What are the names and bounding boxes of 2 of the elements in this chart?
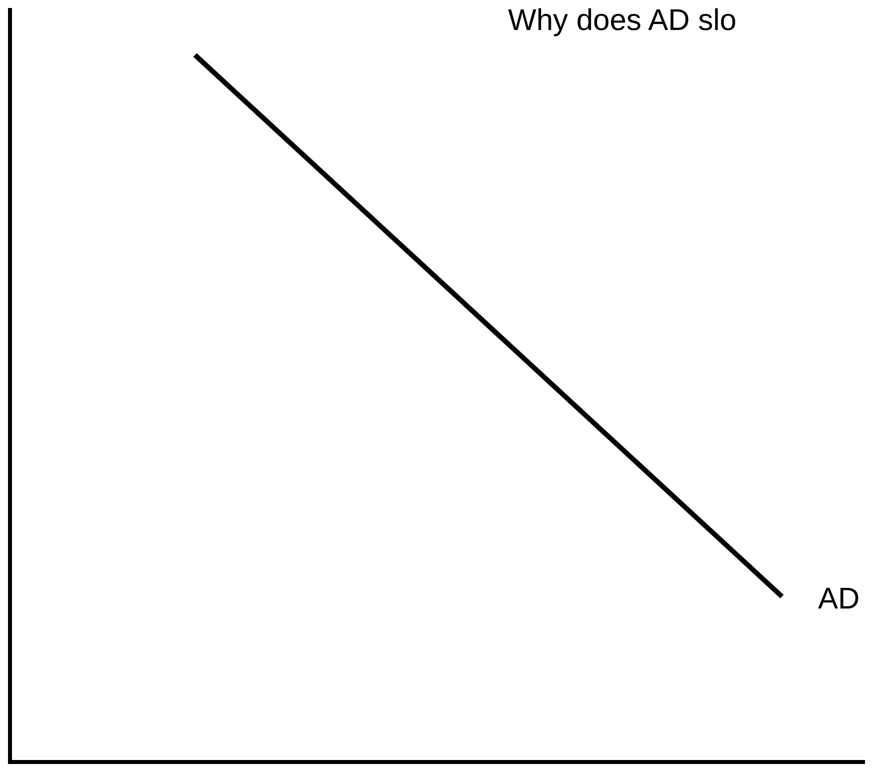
- series-label: AD: [818, 582, 860, 616]
- chart-title: Why does AD slo: [508, 4, 736, 37]
